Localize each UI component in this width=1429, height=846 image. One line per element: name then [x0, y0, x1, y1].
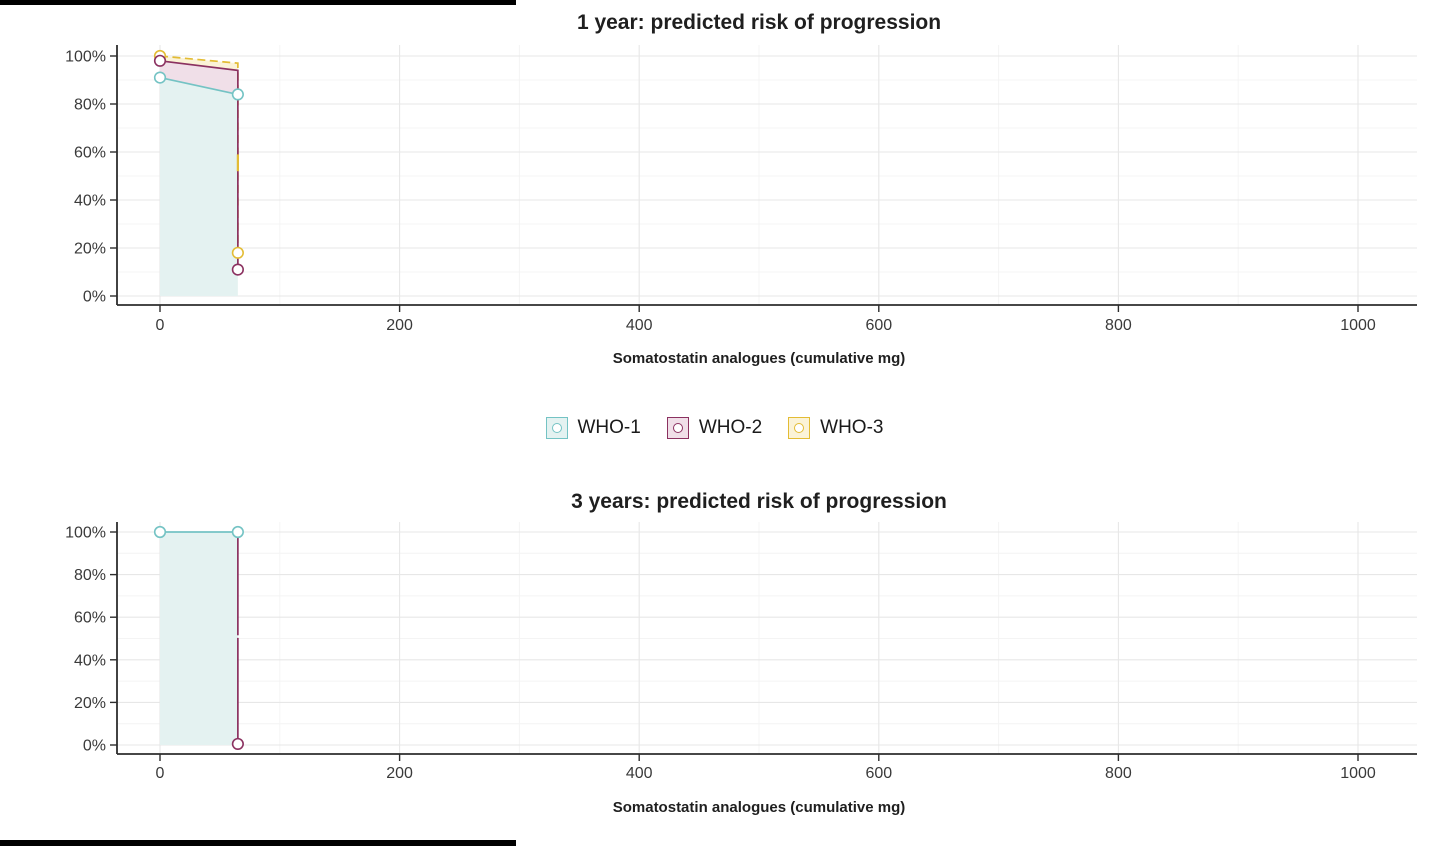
series-line-who-1	[159, 76, 239, 96]
minor-gridlines	[117, 45, 1417, 305]
y-tick-label: 80%	[74, 567, 106, 584]
series-area-who-2	[160, 60, 238, 95]
legend-circle-icon	[672, 423, 683, 433]
x-tick-label: 200	[386, 317, 413, 334]
chart-1-year-risk: 0 200 400 600 800 1000 0% 20% 40% 60% 80% 100% 1 yea…	[65, 11, 1417, 367]
legend-key-who-1	[545, 417, 568, 439]
who-grade-legend: WHO-1 WHO-2 WHO-3	[0, 378, 1429, 478]
x-axis-title: Somatostatin analogues (cumulative mg)	[613, 799, 906, 816]
y-tick-label: 60%	[74, 610, 106, 627]
legend-key-who-2	[666, 417, 689, 439]
series-area-who-3	[160, 56, 238, 71]
y-tick-label: 20%	[74, 695, 106, 712]
major-gridlines	[117, 45, 1417, 305]
y-tick-label: 60%	[74, 145, 106, 162]
axes	[110, 45, 1417, 312]
y-tick-label: 20%	[74, 241, 106, 258]
x-tick-label: 600	[865, 765, 892, 782]
x-tick-label: 1000	[1340, 765, 1376, 782]
data-point-marker-who-3	[231, 246, 244, 259]
series-line-who-2	[159, 59, 239, 270]
y-tick-label: 0%	[83, 738, 106, 755]
chart-3-years-risk: 0 200 400 600 800 1000 0% 20% 40% 60% 80% 100% 3 yea…	[65, 490, 1417, 816]
x-tick-label: 1000	[1340, 317, 1376, 334]
data-point-marker-who-2	[231, 737, 244, 751]
legend-label-who-2: WHO-2	[698, 417, 763, 438]
data-point-marker-who-2	[231, 263, 244, 276]
y-tick-label: 40%	[74, 193, 106, 210]
legend-item-who-1: WHO-1	[545, 417, 641, 439]
x-tick-label: 800	[1105, 765, 1132, 782]
x-tick-label: 0	[156, 317, 165, 334]
y-tick-label: 0%	[83, 289, 106, 306]
y-tick-label: 80%	[74, 97, 106, 114]
x-tick-label: 400	[626, 765, 653, 782]
legend-label-who-3: WHO-3	[820, 417, 884, 438]
series-area-who-1	[160, 77, 238, 296]
y-tick-label: 100%	[65, 49, 106, 66]
axes	[110, 522, 1417, 761]
series-area-who-1	[160, 532, 238, 745]
major-gridlines	[117, 522, 1417, 754]
legend-label-who-1: WHO-1	[577, 417, 641, 438]
chart-title: 1 year: predicted risk of progression	[577, 11, 941, 34]
y-tick-label: 100%	[65, 525, 106, 542]
x-tick-label: 600	[865, 317, 892, 334]
y-tick-label: 40%	[74, 652, 106, 669]
legend-circle-icon	[551, 423, 562, 433]
data-point-marker-who-1	[231, 88, 244, 101]
bottom-edge-bar	[0, 840, 516, 846]
data-point-marker-who-1	[153, 525, 167, 539]
chart-title: 3 years: predicted risk of progression	[571, 490, 947, 513]
legend-circle-icon	[794, 423, 805, 433]
data-point-marker-who-1	[231, 525, 244, 539]
x-tick-label: 400	[626, 317, 653, 334]
x-tick-label: 800	[1105, 317, 1132, 334]
x-axis-title: Somatostatin analogues (cumulative mg)	[613, 350, 906, 367]
legend-item-who-2: WHO-2	[666, 417, 763, 439]
minor-gridlines	[117, 522, 1417, 754]
x-tick-label: 200	[386, 765, 413, 782]
x-tick-label: 0	[156, 765, 165, 782]
top-edge-bar	[0, 0, 516, 5]
legend-item-who-3: WHO-3	[788, 417, 883, 439]
data-point-marker-who-2	[153, 54, 167, 67]
data-point-marker-who-1	[153, 71, 167, 84]
legend-key-who-3	[788, 417, 811, 439]
